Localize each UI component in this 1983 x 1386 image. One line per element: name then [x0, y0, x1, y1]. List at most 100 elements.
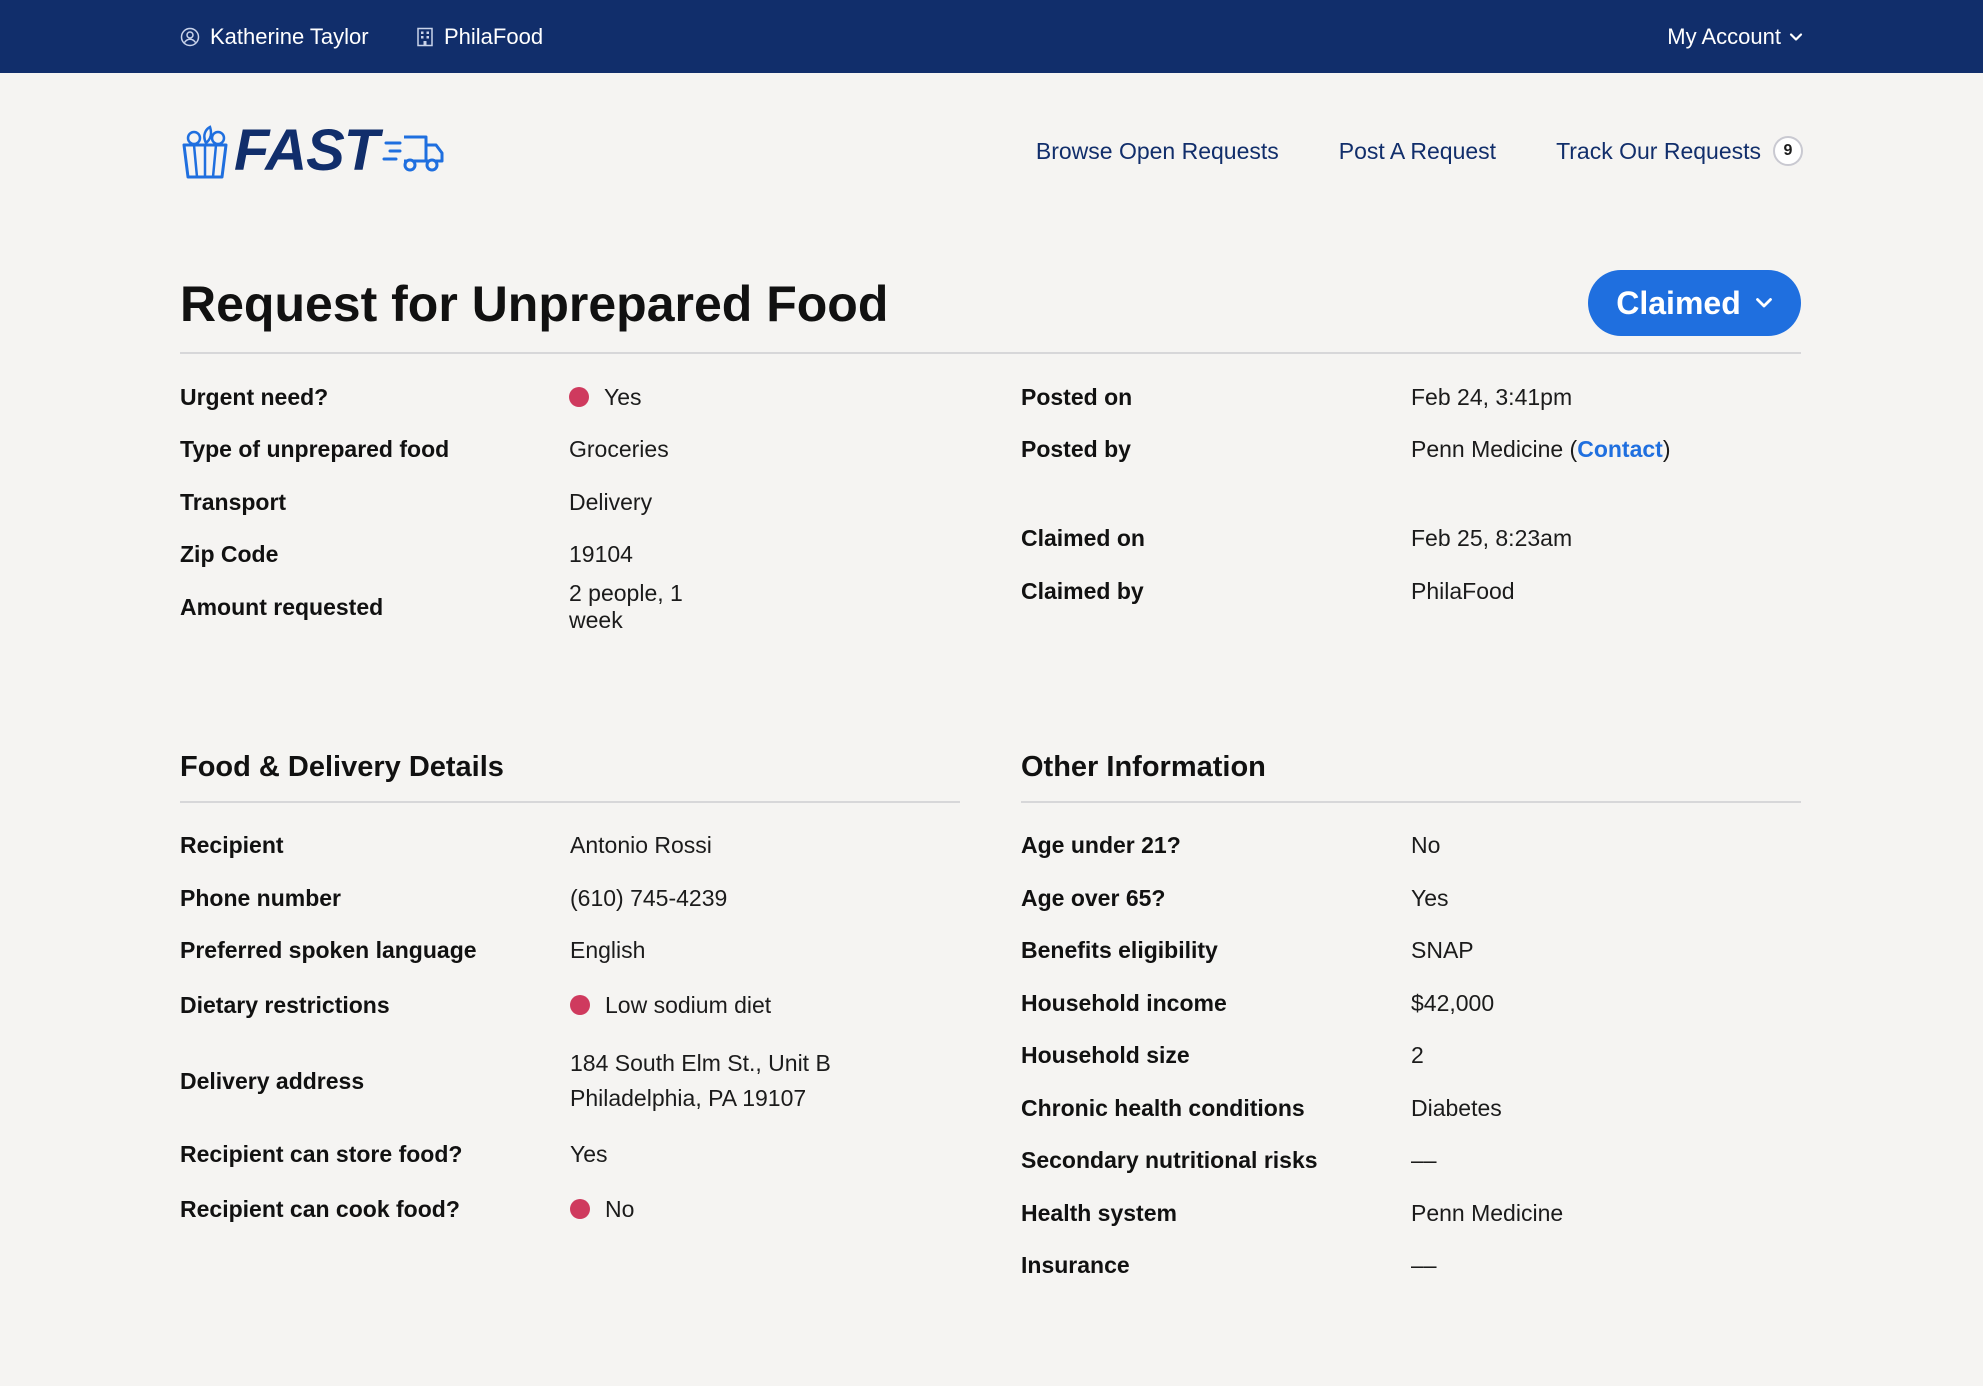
cook-food-row: Recipient can cook food? No [180, 1194, 960, 1224]
language-label: Preferred spoken language [180, 936, 477, 963]
delivery-address-value: 184 South Elm St., Unit B Philadelphia, … [570, 1046, 831, 1116]
top-bar: Katherine Taylor PhilaFood My Account [0, 0, 1983, 73]
address-line-2: Philadelphia, PA 19107 [570, 1085, 807, 1111]
fast-logo[interactable]: FAST [180, 118, 444, 184]
grocery-bag-icon [182, 125, 228, 179]
delivery-address-row: Delivery address 184 South Elm St., Unit… [180, 1045, 960, 1117]
store-food-value: Yes [570, 1140, 608, 1167]
amount-requested-value: 2 people, 1 week [569, 580, 683, 633]
other-info-section-title: Other Information [1021, 751, 1266, 783]
posted-by-org: Penn Medicine [1411, 435, 1564, 462]
current-organization[interactable]: PhilaFood [416, 0, 543, 73]
status-label: Claimed [1616, 284, 1741, 321]
other-info-divider [1021, 801, 1801, 803]
store-food-row: Recipient can store food? Yes [180, 1139, 960, 1169]
health-system-label: Health system [1021, 1199, 1177, 1226]
zip-code-row: Zip Code 19104 [180, 539, 740, 569]
chevron-down-icon [1789, 32, 1803, 41]
insurance-value: –– [1411, 1251, 1437, 1278]
urgent-need-value: Yes [569, 384, 642, 411]
org-name: PhilaFood [444, 23, 544, 49]
food-delivery-divider [180, 801, 960, 803]
address-line-1: 184 South Elm St., Unit B [570, 1050, 831, 1076]
chronic-conditions-value: Diabetes [1411, 1094, 1502, 1121]
zip-code-label: Zip Code [180, 540, 279, 567]
dietary-row: Dietary restrictions Low sodium diet [180, 990, 960, 1020]
household-income-value: $42,000 [1411, 989, 1495, 1016]
household-income-label: Household income [1021, 989, 1227, 1016]
cook-food-text: No [605, 1195, 635, 1222]
logo-text: FAST [234, 118, 379, 183]
posted-by-value: Penn Medicine (Contact) [1411, 435, 1671, 462]
health-system-value: Penn Medicine [1411, 1199, 1564, 1226]
recipient-value: Antonio Rossi [570, 831, 712, 858]
user-name: Katherine Taylor [210, 23, 369, 49]
my-account-label: My Account [1667, 23, 1781, 49]
food-type-row: Type of unprepared food Groceries [180, 434, 740, 464]
age-over-65-label: Age over 65? [1021, 884, 1166, 911]
building-icon [417, 27, 433, 46]
benefits-label: Benefits eligibility [1021, 936, 1218, 963]
amount-requested-row: Amount requested 2 people, 1 week [180, 580, 740, 633]
recipient-row: Recipient Antonio Rossi [180, 830, 960, 860]
transport-value: Delivery [569, 488, 653, 515]
household-size-label: Household size [1021, 1041, 1190, 1068]
nav-browse-open-requests[interactable]: Browse Open Requests [1035, 137, 1279, 164]
alert-dot-icon [570, 995, 590, 1015]
language-row: Preferred spoken language English [180, 935, 960, 965]
nav-track-our-requests[interactable]: Track Our Requests 9 [1556, 136, 1803, 166]
title-divider [180, 352, 1801, 354]
phone-label: Phone number [180, 884, 342, 911]
claimed-on-row: Claimed on Feb 25, 8:23am [1021, 523, 1801, 553]
dietary-label: Dietary restrictions [180, 991, 390, 1018]
claimed-by-label: Claimed by [1021, 577, 1144, 604]
claimed-on-value: Feb 25, 8:23am [1411, 524, 1573, 551]
current-user[interactable]: Katherine Taylor [180, 0, 369, 73]
age-under-21-value: No [1411, 831, 1441, 858]
chronic-conditions-row: Chronic health conditions Diabetes [1021, 1093, 1801, 1123]
recipient-label: Recipient [180, 831, 284, 858]
urgent-need-row: Urgent need? Yes [180, 382, 740, 412]
transport-label: Transport [180, 488, 287, 515]
delivery-address-label: Delivery address [180, 1067, 365, 1094]
chronic-conditions-label: Chronic health conditions [1021, 1094, 1305, 1121]
posted-by-label: Posted by [1021, 435, 1131, 462]
alert-dot-icon [570, 1199, 590, 1219]
nav-track-label: Track Our Requests [1556, 137, 1761, 164]
age-under-21-label: Age under 21? [1021, 831, 1181, 858]
nutritional-risks-label: Secondary nutritional risks [1021, 1146, 1318, 1173]
transport-row: Transport Delivery [180, 487, 740, 517]
amount-requested-label: Amount requested [180, 593, 384, 620]
insurance-row: Insurance –– [1021, 1250, 1801, 1280]
alert-dot-icon [569, 387, 589, 407]
store-food-label: Recipient can store food? [180, 1140, 463, 1167]
zip-code-value: 19104 [569, 540, 633, 567]
posted-on-value: Feb 24, 3:41pm [1411, 383, 1573, 410]
urgent-need-label: Urgent need? [180, 383, 329, 410]
language-value: English [570, 936, 646, 963]
benefits-row: Benefits eligibility SNAP [1021, 935, 1801, 965]
dietary-text: Low sodium diet [605, 991, 772, 1018]
my-account-menu[interactable]: My Account [1667, 0, 1803, 73]
posted-on-label: Posted on [1021, 383, 1133, 410]
household-size-row: Household size 2 [1021, 1040, 1801, 1070]
claimed-by-row: Claimed by PhilaFood [1021, 576, 1801, 606]
status-dropdown-button[interactable]: Claimed [1588, 270, 1801, 336]
food-type-value: Groceries [569, 435, 669, 462]
contact-link[interactable]: Contact [1577, 435, 1663, 462]
posted-by-row: Posted by Penn Medicine (Contact) [1021, 434, 1801, 464]
benefits-value: SNAP [1411, 936, 1474, 963]
nutritional-risks-value: –– [1411, 1146, 1437, 1173]
posted-on-row: Posted on Feb 24, 3:41pm [1021, 382, 1801, 412]
nav-post-a-request[interactable]: Post A Request [1338, 137, 1497, 164]
dietary-value: Low sodium diet [570, 992, 771, 1019]
health-system-row: Health system Penn Medicine [1021, 1198, 1801, 1228]
track-count-badge: 9 [1773, 136, 1803, 166]
phone-row: Phone number (610) 745-4239 [180, 883, 960, 913]
phone-value: (610) 745-4239 [570, 884, 728, 911]
nutritional-risks-row: Secondary nutritional risks –– [1021, 1145, 1801, 1175]
main-nav: Browse Open Requests Post A Request Trac… [976, 131, 1803, 171]
user-circle-icon [180, 27, 200, 46]
household-income-row: Household income $42,000 [1021, 988, 1801, 1018]
age-over-65-row: Age over 65? Yes [1021, 883, 1801, 913]
